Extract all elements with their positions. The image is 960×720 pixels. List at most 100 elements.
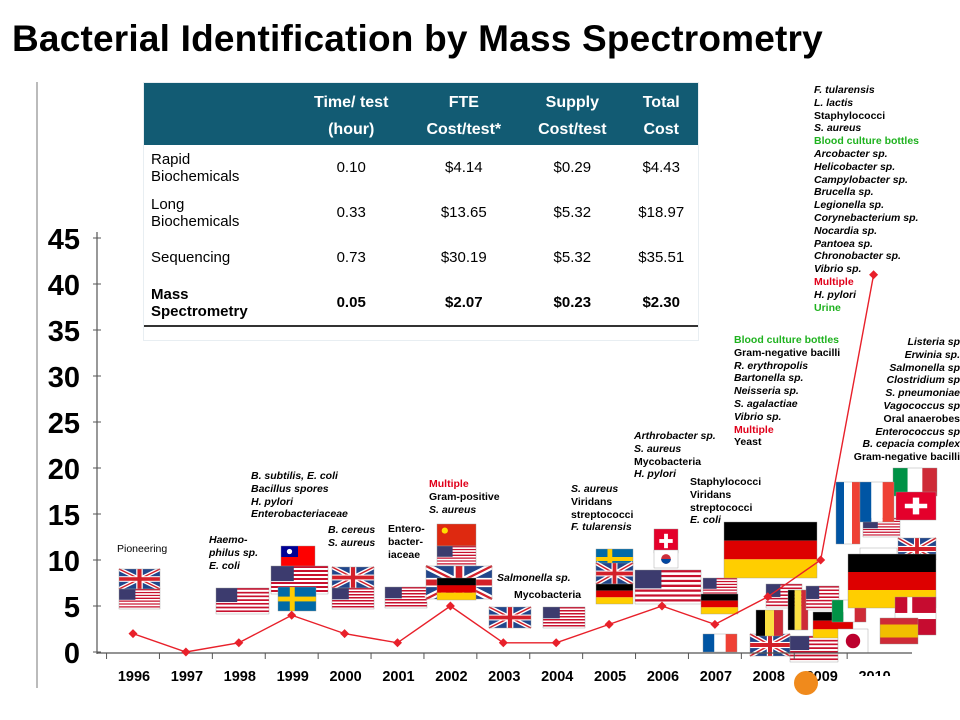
- x-tick-label: 1996: [118, 669, 150, 685]
- annotation-line: Neisseria sp.: [734, 385, 799, 398]
- x-tick-label: 2006: [647, 669, 679, 685]
- it-flag-icon: [892, 467, 938, 497]
- annotation-line: S. aureus: [328, 536, 376, 549]
- annotation-line: Mycobacteria: [634, 455, 702, 468]
- data-point-2009: [816, 555, 826, 565]
- annotation-line: H. pylori: [251, 495, 294, 508]
- annotation-2007: Staphylococci Viridans streptococci E. coli: [690, 476, 761, 527]
- de-flag-icon: [723, 521, 818, 579]
- annotation-2000: B. cereus S. aureus: [328, 524, 375, 550]
- uk-flag-icon: [118, 567, 161, 591]
- x-tick-label: 2000: [329, 669, 361, 685]
- annotation-line: Campylobacter sp.: [814, 173, 908, 186]
- us-flag-icon: [215, 587, 270, 615]
- de-flag-icon: [436, 577, 477, 601]
- annotation-line: Viridans: [690, 488, 732, 501]
- us-flag-icon: [331, 587, 375, 610]
- data-point-2001: [393, 638, 402, 648]
- ch-flag-icon: [895, 491, 937, 521]
- data-point-1999: [287, 610, 297, 620]
- annotation-line: E. coli: [209, 559, 240, 572]
- annotation-line: S. aureus: [634, 442, 682, 455]
- axes: 0 5 10 15 20 25 30 35 40 45 1996 1997 1998 1999 2000 20…: [36, 82, 912, 688]
- cell-fte-cost: $30.19: [440, 249, 487, 266]
- annotation-line: Multiple: [814, 275, 854, 288]
- data-point-2006: [657, 601, 667, 611]
- x-tick-label: 2005: [594, 669, 626, 685]
- us-flag-icon: [436, 545, 477, 567]
- x-tick-label: 1998: [224, 669, 256, 685]
- table-row: Long Biochemicals 0.33 $13.65 $5.32 $18.97: [144, 190, 698, 235]
- y-tick-label: 25: [48, 408, 80, 440]
- annotation-line: Gram-positive: [429, 490, 500, 503]
- annotation-line: Brucella sp.: [814, 186, 874, 199]
- annotation-line: Vibrio sp.: [814, 263, 862, 276]
- es-flag-icon: [879, 617, 919, 645]
- annotation-line: B. cereus: [328, 524, 376, 536]
- slide-title: Bacterial Identification by Mass Spectro…: [12, 18, 823, 59]
- logo-mask: [840, 676, 892, 692]
- annotation-line: Multiple: [429, 478, 469, 490]
- x-tick-label: 2003: [488, 669, 520, 685]
- de-flag-icon: [700, 593, 739, 615]
- x-tick-label: 2007: [700, 669, 732, 685]
- annotation-line: F. tularensis: [814, 84, 875, 96]
- annotation-2004: Mycobacteria: [514, 589, 581, 602]
- y-tick-label: 45: [48, 224, 80, 256]
- series-line-layer: [128, 270, 879, 657]
- annotation-line: iaceae: [388, 548, 421, 561]
- data-point-2004: [551, 638, 561, 648]
- x-tick-label: 2004: [541, 669, 573, 685]
- y-tick-label: 5: [64, 592, 80, 624]
- data-point-1996: [128, 629, 138, 639]
- annotation-line: S. agalactiae: [734, 397, 798, 410]
- annotation-line: L. lactis: [814, 96, 854, 109]
- y-tick-label: 30: [48, 362, 80, 394]
- annotation-line: Listeria sp: [907, 336, 960, 348]
- annotation-line: Oral anaerobes: [883, 412, 960, 425]
- jp-flag-icon: [837, 628, 869, 654]
- uk-flag-icon: [331, 565, 375, 590]
- y-tick-label: 15: [48, 500, 80, 532]
- annotation-line: Haemo-: [209, 534, 248, 546]
- annotation-line: Enterococcus sp: [875, 425, 960, 438]
- annotation-line: S. aureus: [429, 503, 477, 516]
- header-total-cost: Total Cost: [642, 94, 680, 138]
- annotation-line: E. coli: [690, 514, 721, 527]
- cn-flag-icon: [436, 523, 477, 547]
- us-flag-icon: [634, 569, 702, 605]
- table-header-row: Time/ test (hour) FTE Cost/test* Supply Cos…: [144, 83, 698, 145]
- annotation-2009: Blood culture bottles Gram-negative bacil…: [734, 334, 840, 449]
- cost-comparison-table: Time/ test (hour) FTE Cost/test* Supply Cos…: [144, 83, 698, 340]
- cell-fte-cost: $13.65: [440, 204, 487, 221]
- cell-method: Rapid Biochemicals: [151, 150, 240, 185]
- be-flag-icon: [787, 589, 809, 631]
- uk-flag-icon: [748, 632, 792, 658]
- cell-time: 0.33: [336, 204, 366, 221]
- data-point-2007: [710, 619, 720, 629]
- annotation-line: Clostridium sp: [886, 374, 960, 387]
- annotation-line: H. pylori: [814, 288, 857, 301]
- data-point-2010: [869, 270, 879, 280]
- us-flag-icon: [789, 635, 839, 663]
- annotation-line: Pioneering: [117, 543, 168, 555]
- annotation-line: S. pneumoniae: [885, 387, 960, 400]
- annotation-line: Yeast: [734, 436, 762, 449]
- annotation-1996: Pioneering: [117, 543, 167, 556]
- annotation-line: Corynebacterium sp.: [814, 211, 919, 224]
- header-fte-cost: FTE Cost/test*: [426, 94, 502, 138]
- tw-flag-icon: [280, 545, 316, 569]
- x-tick-label: 1999: [277, 669, 309, 685]
- cell-total-cost: $2.30: [642, 294, 680, 311]
- annotation-line: Blood culture bottles: [814, 135, 919, 148]
- kr-flag-icon: [653, 549, 679, 569]
- data-point-1997: [181, 647, 191, 657]
- country-flags-layer: [118, 467, 938, 663]
- data-point-2008: [763, 592, 773, 602]
- x-tick-label: 2008: [753, 669, 785, 685]
- ch-flag-icon: [653, 528, 679, 554]
- annotation-line: Arcobacter sp.: [814, 147, 888, 160]
- data-point-2005: [604, 619, 614, 629]
- annotation-2006: Arthrobacter sp. S. aureus Mycobacteria H. …: [634, 430, 716, 481]
